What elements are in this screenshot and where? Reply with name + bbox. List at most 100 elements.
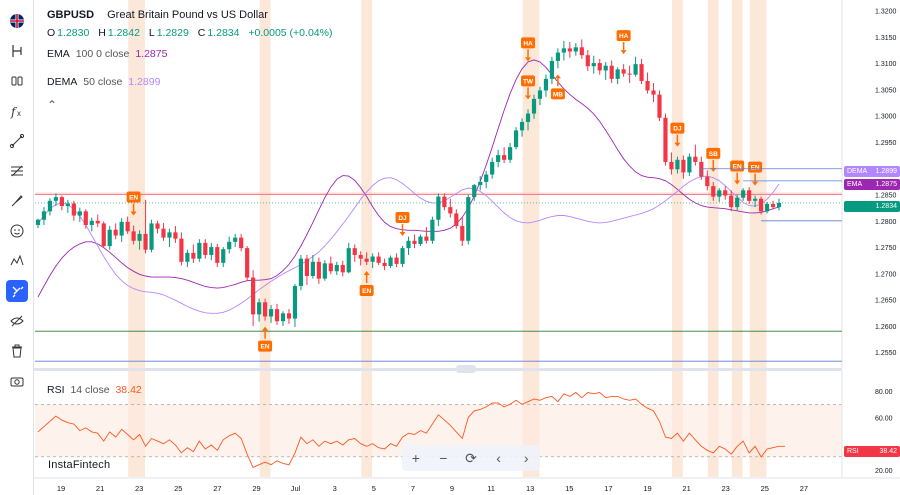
candle-body — [77, 211, 82, 216]
y-tick-label: 1.2700 — [875, 271, 897, 278]
x-tick-label: 3 — [333, 484, 337, 493]
symbol-ticker[interactable]: GBPUSD — [47, 9, 95, 21]
candle-body — [328, 263, 333, 272]
y-tick-label: 1.3100 — [875, 61, 897, 68]
candle-body — [394, 257, 399, 264]
candle-body — [167, 232, 172, 238]
signal-arrow — [130, 211, 137, 216]
fib-icon[interactable] — [6, 160, 28, 182]
scroll-right-icon[interactable]: › — [523, 450, 529, 466]
svg-text:f: f — [10, 105, 18, 119]
signal-band — [361, 0, 373, 368]
y-tick-label: 1.2550 — [875, 350, 897, 357]
candles-icon[interactable] — [6, 70, 28, 92]
rsi-legend[interactable]: RSI 14 close 38.42 — [47, 384, 145, 396]
rsi-y-tick-label: 60.00 — [875, 415, 893, 422]
x-tick-label: 5 — [372, 484, 376, 493]
candle-body — [149, 223, 154, 250]
candle-body — [161, 228, 166, 238]
zoom-in-icon[interactable]: + — [411, 450, 420, 466]
signal-marker-label: EN — [733, 164, 742, 171]
x-tick-label: 21 — [96, 484, 104, 493]
signal-band — [731, 371, 743, 477]
candle-body — [346, 248, 351, 273]
flag-icon[interactable] — [6, 10, 28, 32]
candle-body — [711, 186, 716, 197]
emoji-icon[interactable] — [6, 220, 28, 242]
candle-body — [555, 52, 560, 61]
ema-legend[interactable]: EMA 100 0 close 1.2875 — [47, 48, 170, 60]
x-tick-label: 23 — [135, 484, 143, 493]
y-tick-label: 1.2650 — [875, 298, 897, 305]
y-tick-label: 1.3200 — [875, 9, 897, 16]
ema-tag-value: 1.2875 — [875, 181, 897, 188]
zoom-out-icon[interactable]: − — [439, 450, 448, 466]
signal-marker — [395, 212, 410, 224]
dema-price-tag: DEMA 1.2899 — [844, 166, 900, 177]
candle-body — [436, 196, 441, 220]
camera-icon[interactable] — [6, 370, 28, 392]
candle-body — [705, 176, 710, 187]
pane-separator[interactable] — [33, 368, 842, 371]
candle-body — [131, 231, 136, 241]
candle-body — [430, 219, 435, 241]
signal-marker-label: HA — [619, 33, 629, 40]
candle-body — [221, 249, 226, 263]
magnet-icon[interactable] — [6, 280, 28, 302]
signal-marker — [359, 284, 374, 296]
crosshair-icon[interactable] — [6, 40, 28, 62]
price-chart[interactable]: 1.32001.31501.31001.30501.30001.29501.29… — [33, 0, 900, 368]
candle-body — [508, 147, 513, 160]
candle-body — [298, 258, 304, 286]
candle-body — [400, 248, 405, 264]
y-tick-label: 1.3150 — [875, 35, 897, 42]
candle-body — [155, 223, 160, 229]
candle-body — [651, 90, 656, 95]
candle-body — [519, 121, 525, 131]
ema-params: 100 0 close — [75, 48, 130, 60]
trend-line-icon[interactable] — [6, 130, 28, 152]
collapse-legend-icon[interactable]: ⌃ — [47, 98, 58, 112]
signal-arrow — [752, 181, 759, 186]
candle-body — [113, 229, 118, 236]
candle-body — [675, 159, 680, 170]
candle-body — [185, 252, 190, 262]
candle-body — [615, 69, 620, 79]
signal-marker — [126, 191, 141, 203]
dema-params: 50 close — [83, 76, 123, 88]
candle-body — [95, 220, 100, 224]
candle-body — [388, 257, 393, 267]
signal-band — [522, 0, 540, 368]
dema-value: 1.2899 — [128, 76, 161, 88]
candle-body — [239, 237, 244, 249]
x-tick-label: Jul — [291, 484, 301, 493]
pattern-icon[interactable] — [6, 250, 28, 272]
brush-icon[interactable] — [6, 190, 28, 212]
candle-body — [549, 60, 555, 79]
y-tick-label: 1.3000 — [875, 114, 897, 121]
candle-body — [543, 78, 549, 91]
signal-marker — [706, 147, 721, 159]
reset-icon[interactable]: ⟳ — [465, 449, 477, 466]
candle-body — [681, 159, 686, 173]
pane-resize-handle[interactable] — [456, 365, 476, 373]
candle-body — [251, 277, 256, 315]
x-tick-label: 21 — [682, 484, 690, 493]
trash-icon[interactable] — [6, 340, 28, 362]
candle-body — [89, 220, 94, 226]
scroll-left-icon[interactable]: ‹ — [496, 450, 501, 466]
dema-legend[interactable]: DEMA 50 close 1.2899 — [47, 76, 163, 88]
signal-arrow — [262, 326, 269, 331]
candle-body — [53, 197, 59, 201]
rsi-y-tick-label: 80.00 — [875, 389, 893, 396]
candle-body — [627, 73, 632, 75]
hide-drawings-icon[interactable] — [6, 310, 28, 332]
rsi-tag-label: RSI — [847, 448, 859, 455]
candle-body — [268, 309, 274, 317]
dema-tag-value: 1.2899 — [875, 168, 897, 175]
y-tick-label: 1.2950 — [875, 140, 897, 147]
signal-band — [361, 371, 373, 477]
signal-arrow — [620, 50, 627, 55]
candle-body — [717, 190, 722, 197]
